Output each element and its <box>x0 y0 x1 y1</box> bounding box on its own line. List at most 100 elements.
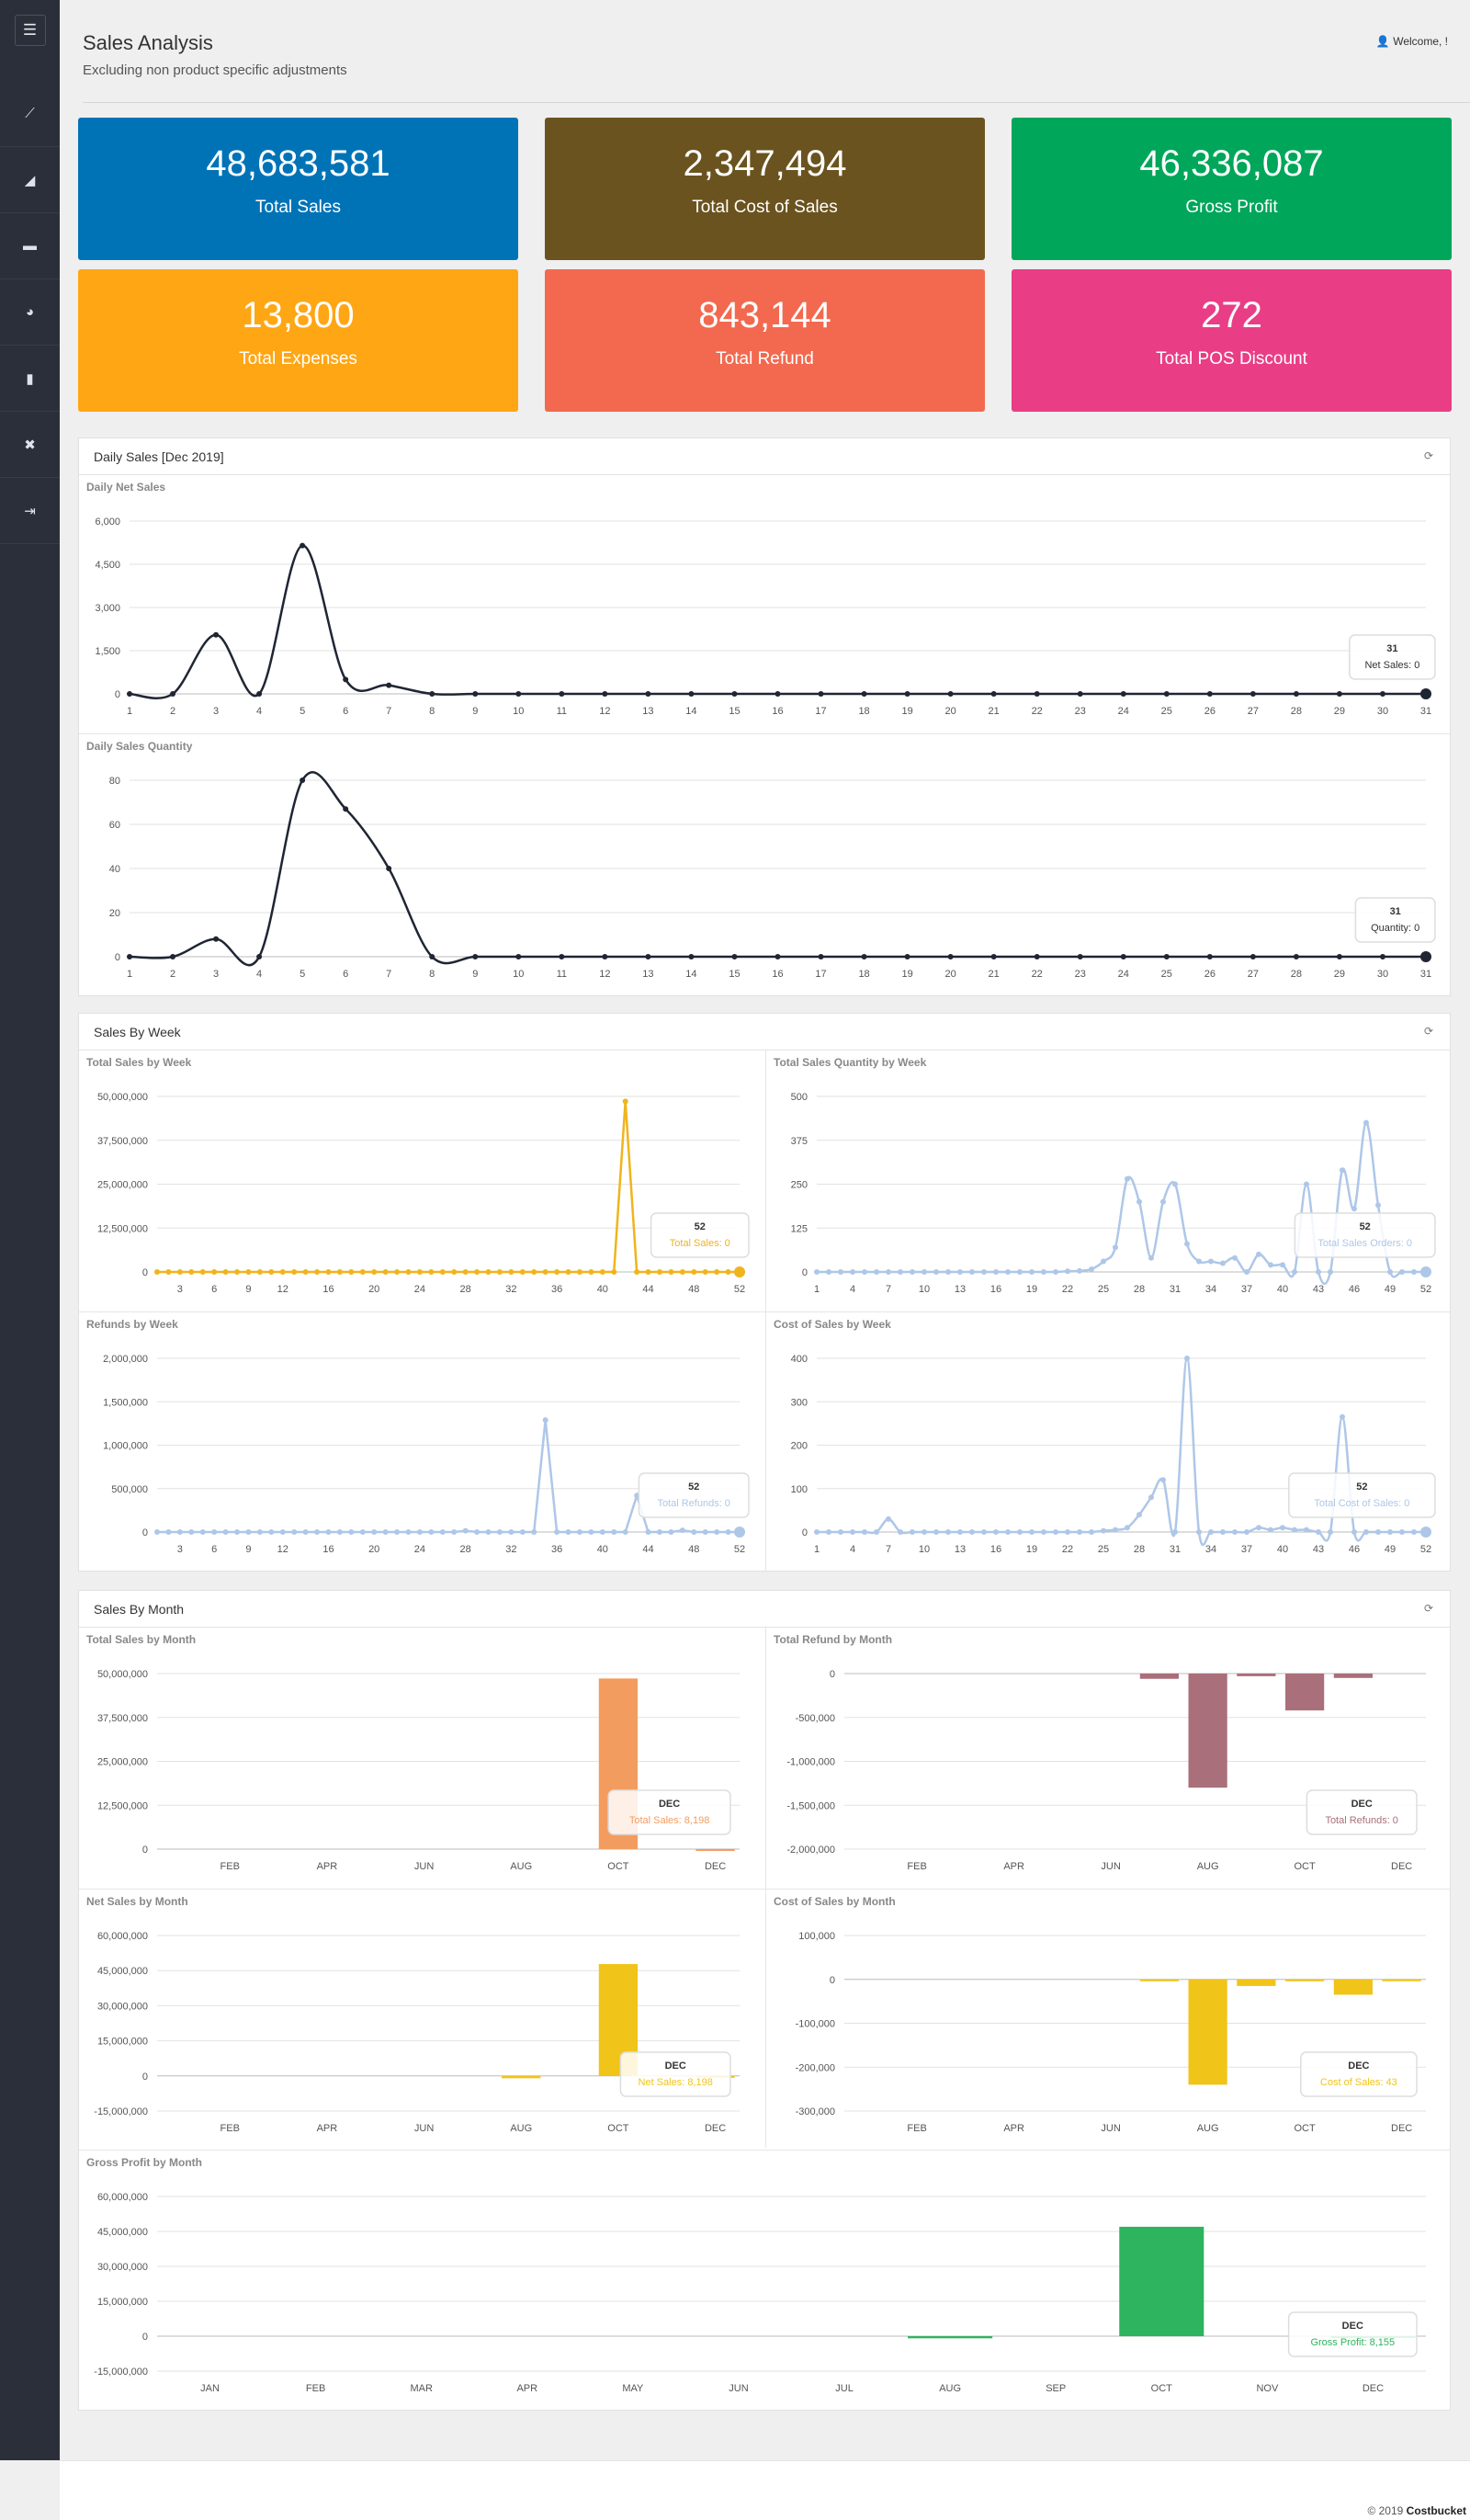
data-point <box>1089 1529 1094 1535</box>
x-tick-label: 5 <box>300 969 305 980</box>
data-point <box>1220 1260 1226 1266</box>
data-point <box>386 866 392 871</box>
data-point <box>451 1269 458 1275</box>
clipboard-icon[interactable]: ▮ <box>0 346 60 412</box>
x-tick-label: 13 <box>642 969 653 980</box>
chart-title: Cost of Sales by Month <box>774 1895 896 1908</box>
data-point <box>188 1529 195 1535</box>
chart-svg: 0 125 250 375 500 1 4 7 10 13 16 19 22 25 28 31 34 37 40 43… <box>791 1092 1436 1295</box>
refresh-icon[interactable]: ⟳ <box>1423 1602 1433 1615</box>
x-tick-label: JUN <box>1101 1861 1120 1872</box>
page-subtitle: Excluding non product specific adjustmen… <box>83 62 347 78</box>
data-point <box>861 954 867 959</box>
y-tick-label: 500 <box>791 1092 808 1103</box>
x-tick-label: 8 <box>429 706 435 717</box>
data-point <box>429 954 435 959</box>
data-point <box>910 1529 915 1535</box>
data-point <box>990 691 997 697</box>
data-point <box>405 1529 412 1535</box>
x-tick-label: 25 <box>1098 1544 1109 1555</box>
chart-title: Cost of Sales by Week <box>774 1318 891 1331</box>
chart-title: Daily Sales Quantity <box>86 740 193 753</box>
page-title: Sales Analysis <box>83 31 213 54</box>
briefcase-icon[interactable]: ▬ <box>0 213 60 279</box>
data-point <box>336 1529 343 1535</box>
data-point <box>861 691 867 697</box>
x-tick-label: 31 <box>1170 1284 1181 1295</box>
data-point <box>291 1269 298 1275</box>
x-tick-label: APR <box>516 2383 537 2394</box>
x-tick-label: DEC <box>1391 2123 1412 2134</box>
data-point <box>268 1529 275 1535</box>
data-point <box>485 1529 492 1535</box>
y-tick-label: -300,000 <box>796 2106 835 2117</box>
x-tick-label: 11 <box>557 706 567 717</box>
data-point <box>645 1529 651 1535</box>
data-point <box>874 1529 879 1535</box>
data-point <box>300 778 306 783</box>
data-point <box>622 1529 628 1535</box>
x-tick-label: 12 <box>277 1284 288 1295</box>
data-point <box>933 1269 939 1275</box>
data-point <box>1017 1529 1023 1535</box>
data-point <box>1336 954 1342 959</box>
x-tick-label: 27 <box>1248 706 1259 717</box>
brand-link[interactable]: Costbucket <box>1406 2504 1466 2517</box>
welcome-menu[interactable]: 👤 Welcome, ! <box>1376 35 1448 48</box>
data-point <box>1163 954 1170 959</box>
tooltip-box <box>1294 1212 1436 1258</box>
data-point <box>1232 1529 1238 1535</box>
data-point <box>1196 1258 1202 1265</box>
x-tick-label: 40 <box>1277 1544 1288 1555</box>
x-tick-label: 19 <box>901 706 912 717</box>
y-tick-label: 0 <box>142 1267 148 1278</box>
stat-value: 13,800 <box>242 295 355 335</box>
refresh-icon[interactable]: ⟳ <box>1423 449 1433 462</box>
panel-title: Daily Sales [Dec 2019] <box>94 448 224 464</box>
x-tick-label: FEB <box>220 1861 240 1872</box>
panel-header: Sales By Month ⟳ <box>79 1591 1450 1628</box>
x-tick-label: 29 <box>1334 969 1345 980</box>
refresh-icon[interactable]: ⟳ <box>1423 1025 1433 1038</box>
tooltip: 31 Quantity: 0 <box>1354 897 1436 943</box>
data-point <box>599 1269 605 1275</box>
y-tick-label: 0 <box>115 952 120 963</box>
x-tick-label: AUG <box>1197 1861 1219 1872</box>
tools-icon[interactable]: ✖ <box>0 412 60 478</box>
data-point <box>688 691 695 697</box>
area-chart-icon[interactable]: ◢ <box>0 147 60 213</box>
x-tick-label: 6 <box>343 969 348 980</box>
line-chart-icon[interactable]: ⟋ <box>0 81 60 147</box>
x-tick-label: 24 <box>414 1544 425 1555</box>
data-point <box>1077 1267 1082 1274</box>
data-point <box>826 1269 831 1275</box>
data-point <box>154 1269 160 1275</box>
bar <box>1285 1674 1325 1711</box>
x-tick-label: 40 <box>1277 1284 1288 1295</box>
x-tick-label: 27 <box>1248 969 1259 980</box>
highlight-point <box>734 1527 745 1538</box>
x-tick-label: 26 <box>1204 969 1216 980</box>
menu-icon[interactable]: ☰ <box>14 15 46 46</box>
pie-chart-icon[interactable]: ◕ <box>0 279 60 346</box>
bar <box>1237 1979 1276 1986</box>
x-tick-label: 37 <box>1241 1284 1252 1295</box>
data-point <box>474 1529 481 1535</box>
data-point <box>439 1269 446 1275</box>
data-point <box>981 1269 987 1275</box>
data-point <box>1136 1512 1142 1518</box>
y-tick-label: 6,000 <box>95 516 120 528</box>
data-point <box>691 1269 697 1275</box>
data-point <box>1065 1529 1070 1535</box>
chart-svg: 0 100 200 300 400 1 4 7 10 13 16 19 22 25 28 31 34 37 40 43… <box>791 1354 1436 1555</box>
x-tick-label: 52 <box>1420 1544 1431 1555</box>
data-point <box>656 1269 662 1275</box>
data-point <box>725 1529 731 1535</box>
tooltip-text: Cost of Sales: 43 <box>1320 2077 1397 2088</box>
data-point <box>1379 954 1385 959</box>
chart-title: Net Sales by Month <box>86 1895 188 1908</box>
x-tick-label: 28 <box>460 1284 471 1295</box>
data-point <box>405 1269 412 1275</box>
logout-icon[interactable]: ⇥ <box>0 478 60 544</box>
data-point <box>904 954 910 959</box>
